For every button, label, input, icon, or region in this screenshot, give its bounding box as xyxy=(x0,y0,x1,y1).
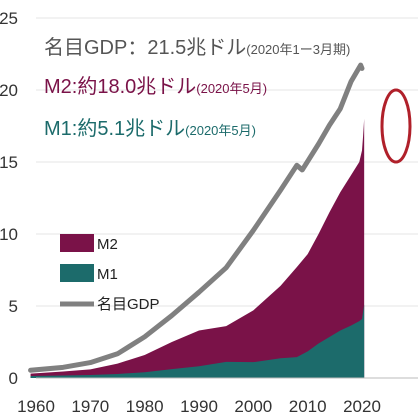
legend: M2 M1 名目GDP xyxy=(60,234,160,313)
annotation-m2: M2:約18.0兆ドル(2020年5月) xyxy=(44,75,267,98)
legend-swatch-m1 xyxy=(60,264,94,282)
y-tick-label: 0 xyxy=(9,369,18,388)
y-tick-label: 25 xyxy=(0,9,18,28)
y-axis-ticks: 0 5 10 15 20 25 xyxy=(0,9,18,388)
y-tick-label: 20 xyxy=(0,81,18,100)
annotation-gdp-note: (2020年1ー3月期) xyxy=(246,42,350,57)
highlight-circle xyxy=(380,88,412,164)
x-tick-label: 2010 xyxy=(289,397,327,416)
x-tick-label: 1990 xyxy=(180,397,218,416)
annotation-m1-note: (2020年5月) xyxy=(185,123,256,138)
annotation-gdp-main: 名目GDP：21.5兆ドル xyxy=(44,36,246,59)
series-m1-area xyxy=(30,304,365,378)
x-tick-label: 2000 xyxy=(234,397,272,416)
annotation-m1: M1:約5.1兆ドル(2020年5月) xyxy=(44,117,256,140)
x-axis-ticks: 1960 1970 1980 1990 2000 2010 2020 xyxy=(17,397,381,416)
legend-label-m1: M1 xyxy=(97,266,118,283)
plot-area xyxy=(28,62,418,379)
x-tick-label: 1960 xyxy=(17,397,55,416)
y-tick-label: 10 xyxy=(0,225,18,244)
annotation-m2-note: (2020年5月) xyxy=(196,81,267,96)
legend-swatch-m2 xyxy=(60,234,94,252)
annotation-m1-main: M1:約5.1兆ドル xyxy=(44,117,185,140)
x-tick-label: 1980 xyxy=(126,397,164,416)
legend-label-gdp: 名目GDP xyxy=(97,296,160,313)
series-gdp-line xyxy=(28,62,365,373)
x-tick-label: 2020 xyxy=(343,397,381,416)
y-tick-label: 15 xyxy=(0,153,18,172)
series-m2-area xyxy=(30,118,365,379)
legend-label-m2: M2 xyxy=(97,236,118,253)
y-tick-label: 5 xyxy=(9,297,18,316)
annotation-m2-main: M2:約18.0兆ドル xyxy=(44,75,196,98)
annotation-gdp: 名目GDP：21.5兆ドル(2020年1ー3月期) xyxy=(44,36,350,59)
x-tick-label: 1970 xyxy=(71,397,109,416)
